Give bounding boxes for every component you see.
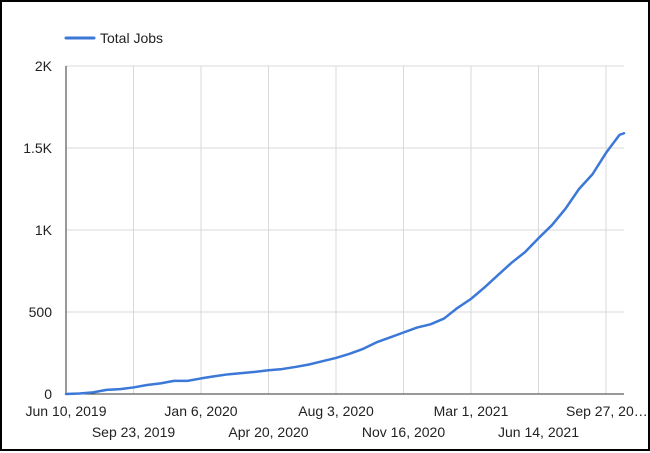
y-tick-label: 500 [29, 304, 53, 320]
x-tick-label: Jun 10, 2019 [26, 403, 107, 419]
series-line-total-jobs [64, 131, 626, 396]
x-tick-label: Apr 20, 2020 [228, 424, 308, 440]
legend: Total Jobs [64, 30, 163, 46]
x-tick-label: Sep 23, 2019 [92, 424, 176, 440]
y-tick-labels: 0 500 1K 1.5K 2K [23, 58, 52, 402]
grid-lines [66, 65, 624, 394]
x-tick-label: Mar 1, 2021 [434, 403, 509, 419]
x-tick-label: Nov 16, 2020 [362, 424, 445, 440]
y-tick-label: 1.5K [23, 140, 52, 156]
series-lines [64, 131, 626, 396]
x-tick-label: Jan 6, 2020 [164, 403, 237, 419]
x-tick-label: Sep 27, 20… [566, 403, 648, 419]
y-tick-label: 0 [44, 386, 52, 402]
x-tick-label: Aug 3, 2020 [298, 403, 374, 419]
x-tick-label: Jun 14, 2021 [498, 424, 579, 440]
x-tick-labels: Jun 10, 2019 Sep 23, 2019 Jan 6, 2020 Apr 2… [26, 403, 648, 440]
axes [65, 66, 624, 395]
legend-label-total-jobs: Total Jobs [100, 30, 163, 46]
y-tick-label: 2K [35, 58, 53, 74]
y-tick-label: 1K [35, 222, 53, 238]
